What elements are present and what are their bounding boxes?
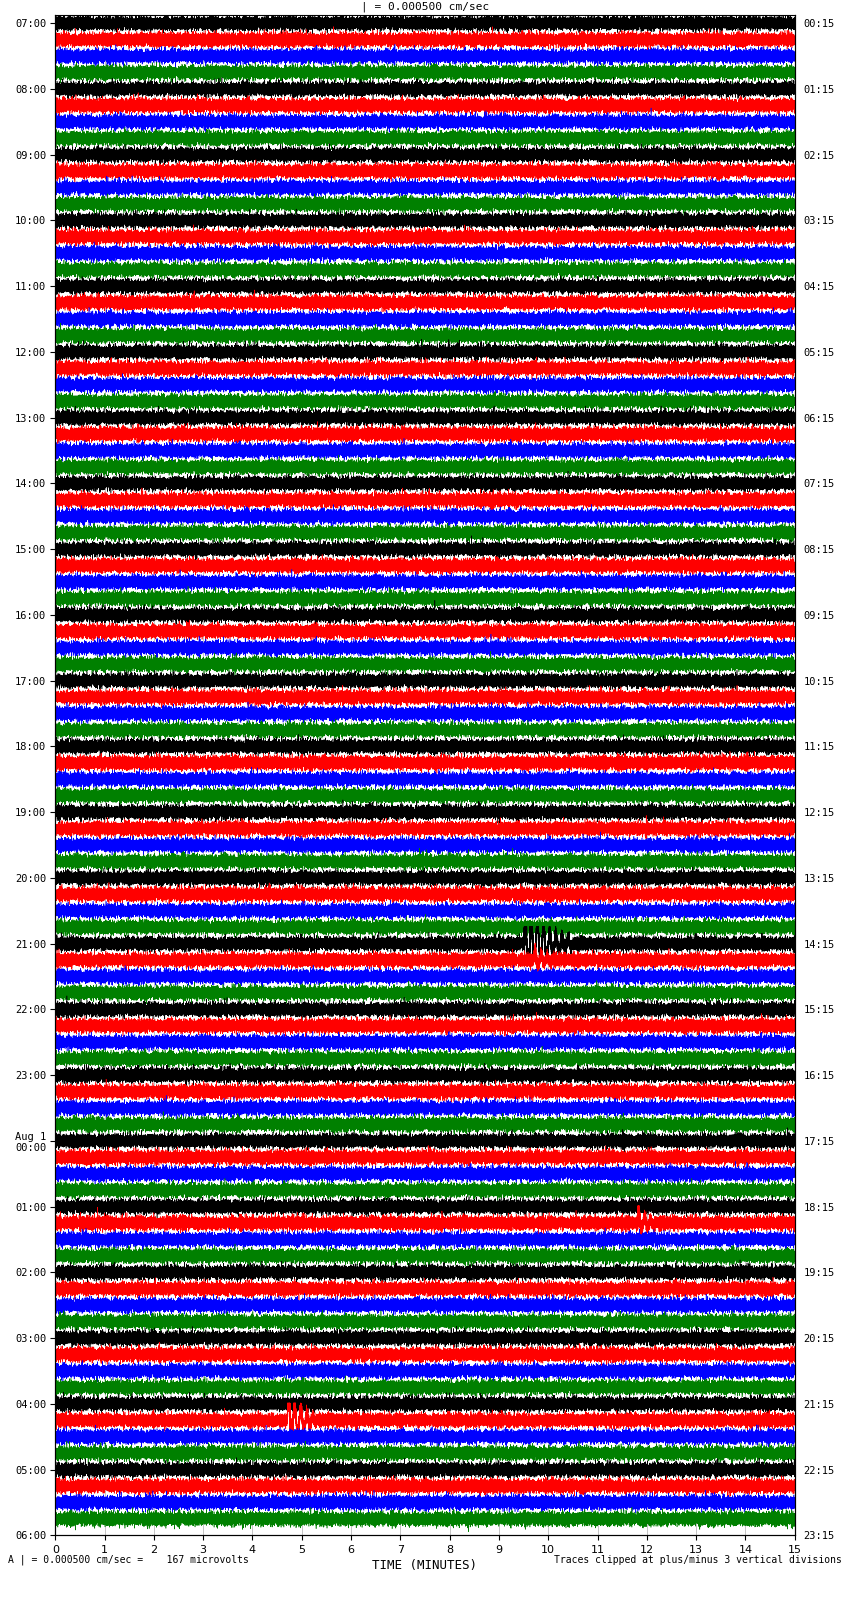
Text: A | = 0.000500 cm/sec =    167 microvolts: A | = 0.000500 cm/sec = 167 microvolts bbox=[8, 1555, 249, 1565]
X-axis label: TIME (MINUTES): TIME (MINUTES) bbox=[372, 1560, 478, 1573]
Text: Traces clipped at plus/minus 3 vertical divisions: Traces clipped at plus/minus 3 vertical … bbox=[553, 1555, 842, 1565]
Text: | = 0.000500 cm/sec: | = 0.000500 cm/sec bbox=[361, 2, 489, 11]
